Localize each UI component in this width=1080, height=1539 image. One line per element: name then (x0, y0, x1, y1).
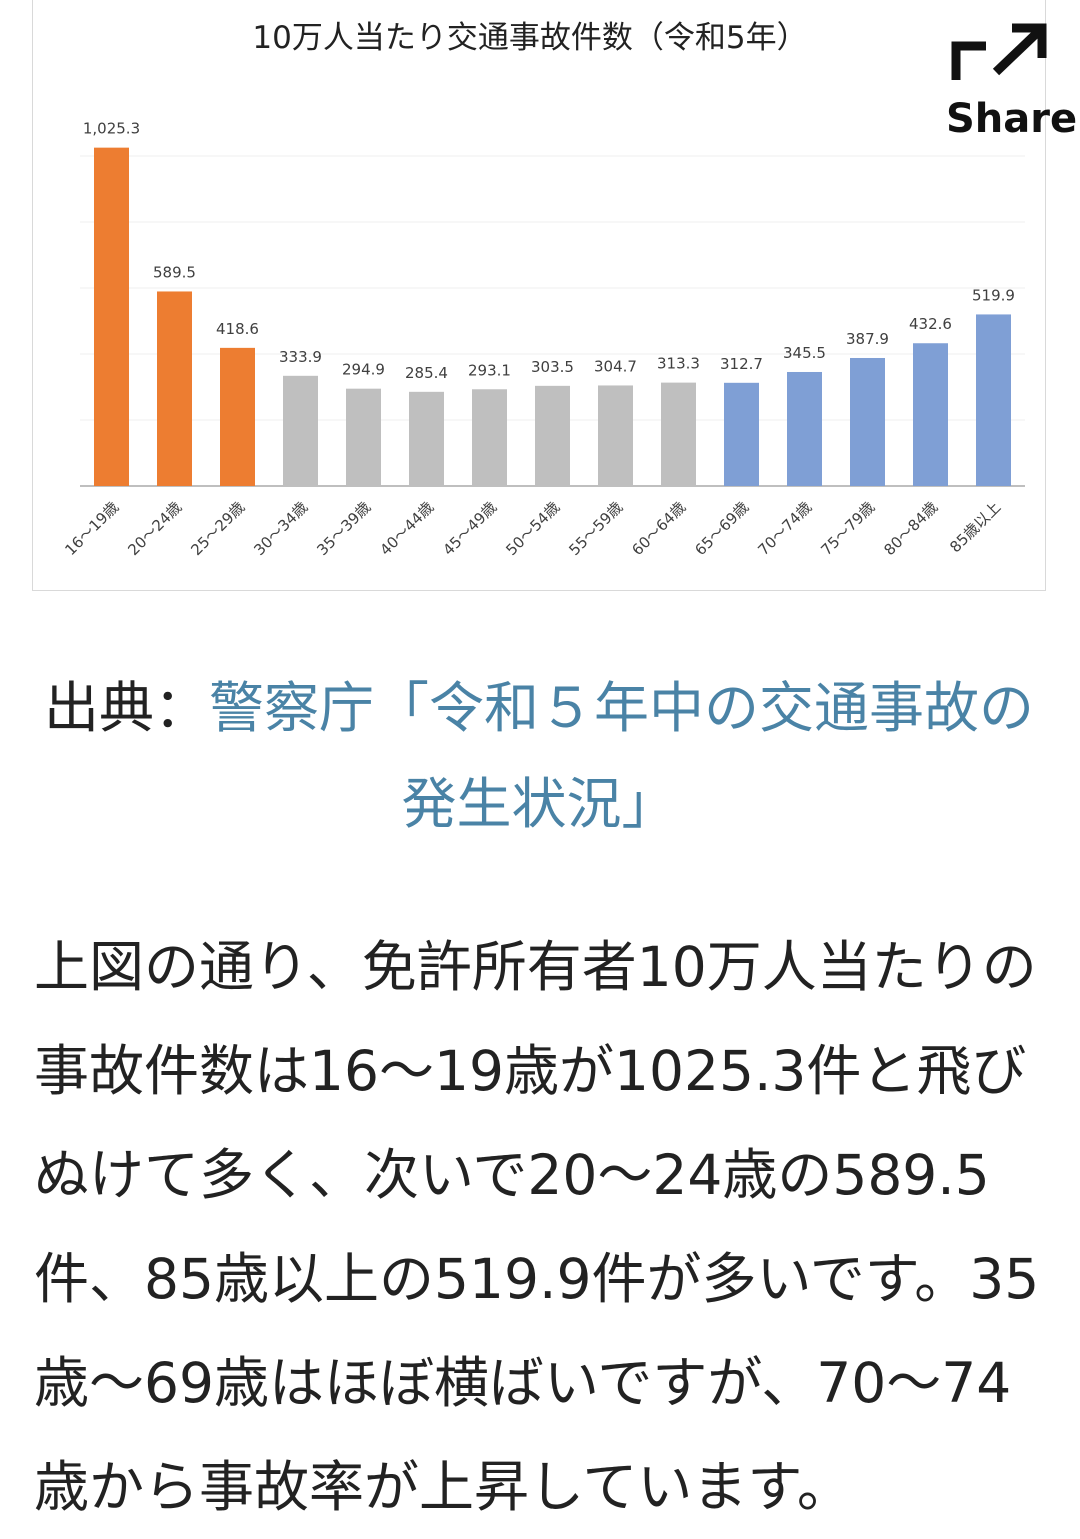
category-label: 60～64歳 (628, 498, 689, 559)
bar (283, 375, 318, 486)
data-label: 1,025.3 (83, 120, 140, 138)
source-prefix: 出典： (43, 676, 209, 740)
data-label: 432.6 (909, 315, 952, 333)
category-label: 40～44歳 (376, 498, 437, 559)
category-label: 35～39歳 (313, 498, 374, 559)
category-label: 70～74歳 (754, 498, 815, 559)
bar (787, 371, 822, 486)
bar (157, 291, 192, 486)
category-label: 25～29歳 (187, 498, 248, 559)
share-arrow-icon (951, 23, 1047, 80)
category-label: 55～59歳 (565, 498, 626, 559)
data-label: 312.7 (720, 355, 763, 373)
data-label: 589.5 (153, 263, 196, 281)
data-label: 293.1 (468, 361, 511, 379)
data-label: 418.6 (216, 320, 259, 338)
bar (346, 388, 381, 486)
category-label: 80～84歳 (880, 498, 941, 559)
data-label: 313.3 (657, 355, 700, 373)
bar (913, 343, 948, 486)
bar (220, 347, 255, 486)
category-label: 16～19歳 (61, 498, 122, 559)
bar (472, 389, 507, 486)
source-link[interactable]: 警察庁「令和５年中の交通事故の発生状況」 (209, 676, 1035, 836)
chart-title: 10万人当たり交通事故件数（令和5年） (252, 20, 808, 56)
source-citation: 出典：警察庁「令和５年中の交通事故の発生状況」 (34, 660, 1044, 852)
category-label: 20～24歳 (124, 498, 185, 559)
share-label: Share (946, 96, 1078, 142)
data-label: 345.5 (783, 344, 826, 362)
data-label: 285.4 (405, 364, 448, 382)
category-label: 85歳以上 (946, 498, 1004, 556)
category-label: 65～69歳 (691, 498, 752, 559)
data-label: 303.5 (531, 358, 574, 376)
data-label: 519.9 (972, 286, 1015, 304)
body-paragraph: 上図の通り、免許所有者10万人当たりの事故件数は16～19歳が1025.3件と飛… (34, 935, 1040, 1519)
bar (724, 382, 759, 486)
category-label: 30～34歳 (250, 498, 311, 559)
bar (661, 382, 696, 486)
data-label: 304.7 (594, 357, 637, 375)
chart-frame (32, 0, 1046, 591)
bar (535, 385, 570, 486)
category-label: 75～79歳 (817, 498, 878, 559)
bar (94, 147, 129, 486)
bar (976, 314, 1011, 486)
bar (850, 357, 885, 486)
bar (409, 391, 444, 486)
category-label: 50～54歳 (502, 498, 563, 559)
data-label: 294.9 (342, 361, 385, 379)
data-label: 333.9 (279, 348, 322, 366)
data-label: 387.9 (846, 330, 889, 348)
share-button[interactable]: Share (940, 18, 1078, 143)
bar-chart: 1,025.3 16～19歳 589.5 20～24歳 418.6 25～29歳 333.9… (61, 120, 1025, 559)
category-label: 45～49歳 (439, 498, 500, 559)
bar (598, 385, 633, 486)
